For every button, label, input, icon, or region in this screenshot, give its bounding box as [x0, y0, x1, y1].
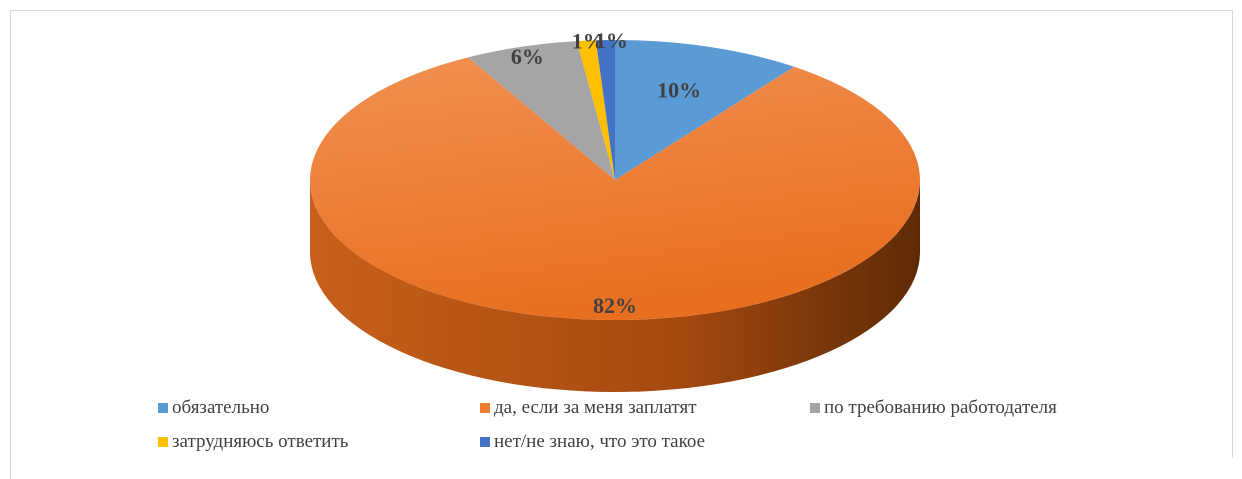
pie-side [310, 180, 920, 392]
legend-swatch [158, 437, 168, 447]
legend-item-po-trebovaniyu: по требованию работодателя [810, 397, 1057, 419]
pie-slice [576, 40, 615, 180]
legend-row-1: обязательно да, если за меня заплатят по… [158, 397, 1158, 431]
legend-label: затрудняюсь ответить [172, 431, 349, 452]
data-label: 6% [511, 44, 544, 69]
data-label: 82% [593, 293, 637, 318]
pie-slice [615, 40, 795, 180]
legend-label: нет/не знаю, что это такое [494, 431, 706, 452]
legend-row-2: затрудняюсь ответить нет/не знаю, что эт… [158, 431, 1158, 465]
pie-slice [309, 57, 920, 320]
legend-item-da-esli-zaplatyat: да, если за меня заплатят [480, 397, 697, 419]
data-label: 1% [595, 28, 628, 53]
legend-swatch [810, 403, 820, 413]
legend-swatch [158, 403, 168, 413]
chart-frame [10, 10, 1233, 458]
legend-swatch [480, 403, 490, 413]
legend-item-net-ne-znayu: нет/не знаю, что это такое [480, 431, 705, 453]
pie-side-wall [310, 180, 920, 392]
legend-label: да, если за меня заплатят [494, 397, 697, 418]
legend-swatch [480, 437, 490, 447]
pie-slice [468, 41, 615, 180]
legend-item-zatrudnyayus: затрудняюсь ответить [158, 431, 348, 453]
legend-item-obyazatelno: обязательно [158, 397, 269, 419]
legend: обязательно да, если за меня заплатят по… [158, 397, 1158, 465]
data-label: 10% [657, 77, 701, 102]
legend-label: по требованию работодателя [824, 397, 1057, 418]
frame-rule [10, 458, 11, 479]
data-label: 1% [572, 29, 605, 54]
pie-slice [595, 40, 615, 180]
legend-label: обязательно [172, 397, 270, 418]
